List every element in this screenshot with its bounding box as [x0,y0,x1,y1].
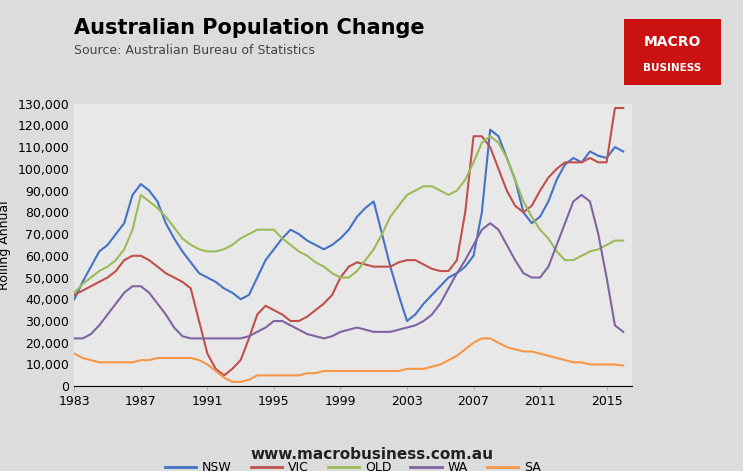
NSW [486,127,495,132]
WA [585,199,594,204]
WA [137,284,146,289]
VIC [137,253,146,259]
SA [478,335,487,341]
WA [577,192,586,198]
SA [619,363,628,368]
VIC [302,314,311,319]
QLD [153,205,162,211]
WA [619,329,628,335]
SA [585,362,594,367]
SA [502,344,511,350]
QLD [619,238,628,244]
QLD [137,192,146,198]
VIC [219,373,228,378]
NSW [619,149,628,154]
NSW [403,318,412,324]
Line: NSW: NSW [74,130,623,321]
NSW [319,246,328,252]
Text: MACRO: MACRO [643,35,701,49]
Line: QLD: QLD [74,136,623,293]
VIC [494,166,503,171]
VIC [328,292,337,298]
Y-axis label: Rolling Annual: Rolling Annual [0,200,10,290]
SA [328,368,337,374]
Line: VIC: VIC [74,108,623,375]
NSW [294,231,303,237]
SA [137,357,146,363]
NSW [137,181,146,187]
QLD [319,264,328,269]
SA [111,359,120,365]
WA [486,220,495,226]
NSW [70,296,79,302]
Line: SA: SA [74,338,623,382]
WA [70,335,79,341]
SA [302,370,311,376]
VIC [611,105,620,111]
QLD [486,133,495,139]
VIC [619,105,628,111]
Legend: NSW, VIC, QLD, WA, SA: NSW, VIC, QLD, WA, SA [160,456,546,471]
NSW [585,149,594,154]
Text: www.macrobusiness.com.au: www.macrobusiness.com.au [250,447,493,462]
NSW [502,155,511,161]
VIC [111,268,120,274]
SA [70,351,79,357]
QLD [494,140,503,146]
Text: BUSINESS: BUSINESS [643,63,701,73]
VIC [577,160,586,165]
Line: WA: WA [74,195,623,338]
QLD [585,249,594,254]
Text: Australian Population Change: Australian Population Change [74,18,425,38]
Text: Source: Australian Bureau of Statistics: Source: Australian Bureau of Statistics [74,43,315,57]
QLD [70,290,79,296]
WA [319,335,328,341]
NSW [111,231,120,237]
WA [294,327,303,333]
SA [228,379,237,385]
QLD [294,249,303,254]
WA [153,301,162,307]
VIC [70,292,79,298]
